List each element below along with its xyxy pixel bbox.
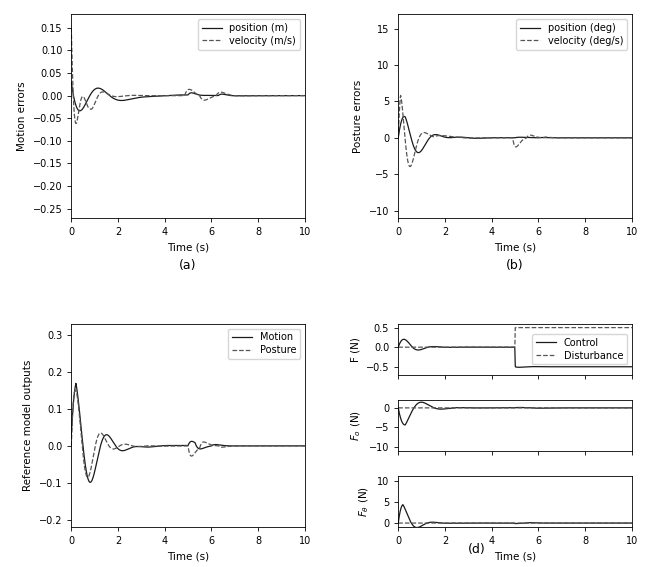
velocity (m/s) <box>219 89 227 96</box>
Posture <box>84 474 91 481</box>
position (m) <box>110 95 118 102</box>
Text: (b): (b) <box>506 259 524 272</box>
Line: Posture: Posture <box>71 390 305 477</box>
Y-axis label: Motion errors: Motion errors <box>17 81 27 151</box>
velocity (deg/s) <box>569 134 577 141</box>
position (m) <box>301 92 308 99</box>
velocity (m/s) <box>207 94 215 101</box>
velocity (m/s) <box>72 120 80 127</box>
Motion <box>207 443 215 450</box>
Legend: position (m), velocity (m/s): position (m), velocity (m/s) <box>198 19 300 50</box>
Text: (d): (d) <box>467 543 485 556</box>
position (deg) <box>546 134 554 141</box>
Posture <box>301 442 308 449</box>
velocity (deg/s) <box>546 134 554 141</box>
velocity (m/s) <box>301 92 308 99</box>
Motion <box>86 479 94 486</box>
position (m) <box>242 92 249 99</box>
Posture <box>67 442 75 449</box>
position (deg) <box>400 113 408 120</box>
velocity (m/s) <box>67 24 75 31</box>
Line: velocity (deg/s): velocity (deg/s) <box>399 95 632 167</box>
position (deg) <box>586 134 594 141</box>
velocity (deg/s) <box>437 132 445 139</box>
position (m) <box>67 79 75 86</box>
velocity (deg/s) <box>586 134 594 141</box>
velocity (m/s) <box>242 92 249 99</box>
Motion <box>220 442 227 449</box>
Motion <box>242 442 249 449</box>
Posture <box>71 387 79 393</box>
position (deg) <box>535 134 542 141</box>
Posture <box>110 446 118 452</box>
Motion <box>301 442 308 449</box>
Y-axis label: Reference model outputs: Reference model outputs <box>23 360 33 491</box>
Legend: Control, Disturbance: Control, Disturbance <box>533 334 627 365</box>
Posture <box>220 444 227 451</box>
Posture <box>259 442 267 449</box>
Legend: position (deg), velocity (deg/s): position (deg), velocity (deg/s) <box>516 19 627 50</box>
Line: Motion: Motion <box>71 383 305 483</box>
X-axis label: Time (s): Time (s) <box>167 552 209 562</box>
Posture <box>157 443 165 450</box>
Line: position (deg): position (deg) <box>399 116 632 153</box>
velocity (deg/s) <box>397 92 404 99</box>
position (m) <box>207 92 215 99</box>
Text: (a): (a) <box>179 259 197 272</box>
Motion <box>72 380 80 387</box>
position (deg) <box>395 134 402 141</box>
Motion <box>110 440 118 447</box>
Posture <box>207 442 215 448</box>
velocity (m/s) <box>157 92 165 99</box>
velocity (deg/s) <box>535 134 542 141</box>
position (deg) <box>628 134 636 141</box>
position (m) <box>219 91 227 98</box>
X-axis label: Time (s): Time (s) <box>494 242 536 252</box>
Line: position (m): position (m) <box>71 82 305 111</box>
position (deg) <box>437 133 445 139</box>
velocity (deg/s) <box>628 134 636 141</box>
position (deg) <box>483 134 491 141</box>
Posture <box>242 442 249 449</box>
position (deg) <box>415 149 422 156</box>
Y-axis label: Posture errors: Posture errors <box>353 79 364 153</box>
Motion <box>67 431 75 438</box>
velocity (deg/s) <box>483 134 491 141</box>
position (m) <box>157 92 165 99</box>
position (deg) <box>569 134 577 141</box>
Motion <box>157 442 165 449</box>
position (m) <box>259 92 267 99</box>
velocity (m/s) <box>110 93 118 100</box>
X-axis label: Time (s): Time (s) <box>167 242 209 252</box>
Y-axis label: F (N): F (N) <box>350 337 360 362</box>
Line: velocity (m/s): velocity (m/s) <box>71 28 305 124</box>
Legend: Motion, Posture: Motion, Posture <box>229 328 300 359</box>
velocity (m/s) <box>259 92 267 99</box>
Motion <box>259 442 267 449</box>
Y-axis label: $F_o$ (N): $F_o$ (N) <box>350 410 364 441</box>
position (m) <box>76 107 84 114</box>
velocity (deg/s) <box>395 134 402 141</box>
Y-axis label: $F_\theta$ (N): $F_\theta$ (N) <box>358 486 371 517</box>
X-axis label: Time (s): Time (s) <box>494 552 536 562</box>
velocity (deg/s) <box>406 163 414 170</box>
